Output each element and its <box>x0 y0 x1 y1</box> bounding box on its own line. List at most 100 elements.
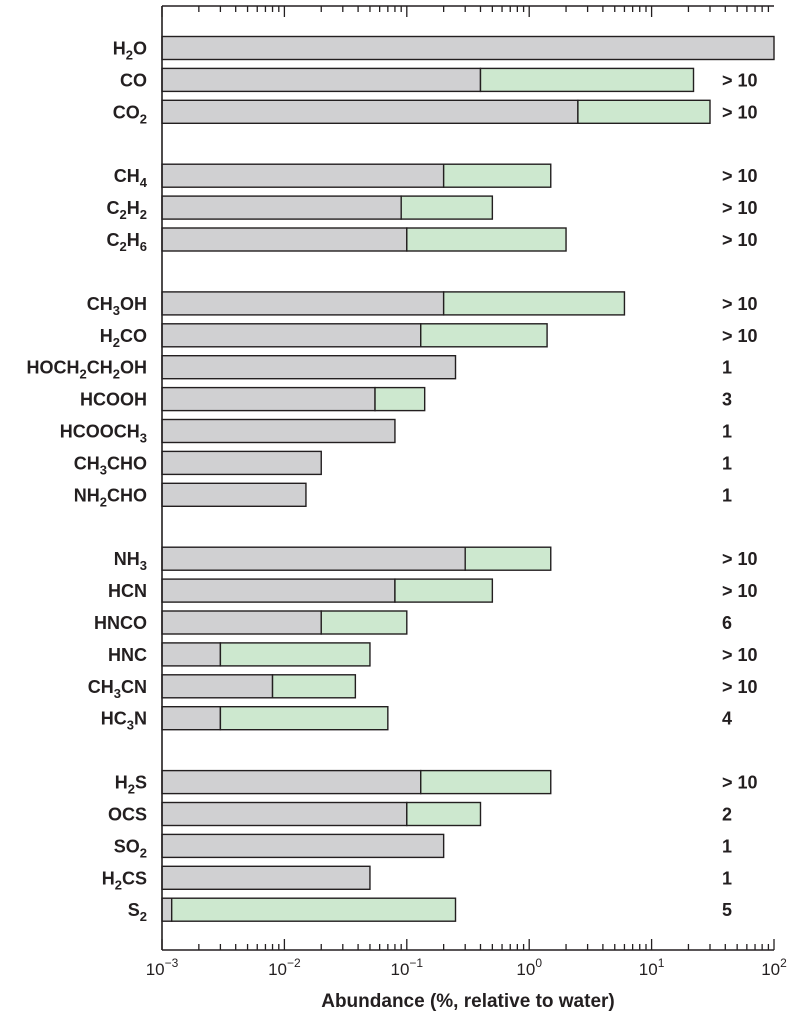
detection-count: > 10 <box>722 645 758 665</box>
min-abundance-bar <box>161 482 307 507</box>
detection-count: > 10 <box>722 198 758 218</box>
detection-count: > 10 <box>722 773 758 793</box>
detection-count: > 10 <box>722 581 758 601</box>
abundance-range-bar <box>219 642 371 667</box>
min-abundance-bar <box>161 450 322 476</box>
molecule-row <box>161 99 711 125</box>
min-abundance-bar <box>161 227 408 252</box>
molecule-row <box>161 291 626 316</box>
detection-count: > 10 <box>722 677 758 697</box>
abundance-range-bar <box>400 195 494 220</box>
molecule-label: HNCO <box>94 613 147 633</box>
min-abundance-bar <box>161 865 371 890</box>
molecule-label: HCOOH <box>80 390 147 410</box>
min-abundance-bar <box>161 195 402 220</box>
min-abundance-bar <box>161 801 408 827</box>
detection-count: 5 <box>722 900 732 920</box>
molecule-row <box>161 227 567 252</box>
molecule-row <box>161 418 396 444</box>
abundance-range-bar <box>442 163 552 188</box>
molecule-label: C2H6 <box>107 230 147 254</box>
x-tick-label: 101 <box>639 956 665 979</box>
min-abundance-bar <box>161 418 396 444</box>
molecule-label: OCS <box>108 805 147 825</box>
molecule-row <box>161 482 307 507</box>
min-abundance-bar <box>161 706 222 731</box>
detection-count: 2 <box>722 805 732 825</box>
molecule-label: H2CO <box>100 326 147 350</box>
molecule-row <box>161 35 775 61</box>
detection-count: > 10 <box>722 102 758 122</box>
detection-count: > 10 <box>722 294 758 314</box>
molecule-label: H2O <box>113 39 147 63</box>
molecule-row <box>161 355 457 380</box>
molecule-row <box>161 674 357 699</box>
detection-count: > 10 <box>722 326 758 346</box>
x-tick-label: 10−1 <box>390 956 423 979</box>
molecule-label: H2S <box>115 773 147 797</box>
detection-counts: > 10 > 10 > 10 > 10 > 10 > 10 > 10 1 3 1 1 1 > 10 > 1… <box>722 70 758 920</box>
molecule-row <box>161 450 322 476</box>
molecule-label: CO2 <box>113 102 147 126</box>
detection-count: > 10 <box>722 549 758 569</box>
x-tick-label: 10−3 <box>146 956 179 979</box>
molecule-label: HC3N <box>101 709 147 733</box>
min-abundance-bar <box>161 546 466 571</box>
molecule-row <box>161 610 408 635</box>
detection-count: > 10 <box>722 166 758 186</box>
molecule-label: HOCH2CH2OH <box>27 358 147 382</box>
min-abundance-bar <box>161 99 579 125</box>
molecule-label: HNC <box>108 645 147 665</box>
molecule-label: HCN <box>108 581 147 601</box>
abundance-range-bar <box>219 706 389 731</box>
plot-frame <box>161 5 774 951</box>
x-axis-label: Abundance (%, relative to water) <box>321 991 615 1012</box>
detection-count: 1 <box>722 358 732 378</box>
abundance-range-bar <box>320 610 408 635</box>
x-tick-label: 10−2 <box>268 956 301 979</box>
abundance-range-bar <box>442 291 626 316</box>
molecule-row <box>161 386 426 412</box>
molecule-label: NH3 <box>114 549 147 573</box>
detection-count: 3 <box>722 390 732 410</box>
molecule-row <box>161 546 552 571</box>
molecule-row <box>161 865 371 890</box>
min-abundance-bar <box>161 610 322 635</box>
molecule-label: CH4 <box>114 166 148 190</box>
abundance-range-bar <box>577 99 711 125</box>
molecule-label: HCOOCH3 <box>60 422 147 446</box>
abundance-range-bar <box>394 578 494 603</box>
molecule-label: CH3OH <box>87 294 147 318</box>
x-tick-label: 100 <box>516 956 542 979</box>
min-abundance-bar <box>161 291 445 316</box>
molecule-label: CH3CHO <box>74 453 147 477</box>
min-abundance-bar <box>161 67 482 93</box>
detection-count: 1 <box>722 485 732 505</box>
molecule-row <box>161 578 494 603</box>
min-abundance-bar <box>161 642 222 667</box>
molecule-row <box>161 801 482 827</box>
molecule-row <box>161 195 494 220</box>
abundance-range-bar <box>406 227 567 252</box>
bars-layer <box>161 35 775 922</box>
molecule-label: C2H2 <box>107 198 147 222</box>
min-abundance-bar <box>161 35 775 61</box>
abundance-range-bar <box>374 386 426 412</box>
min-abundance-bar <box>161 897 173 922</box>
abundance-range-bar <box>406 801 482 827</box>
min-abundance-bar <box>161 355 457 380</box>
abundance-range-bar <box>420 769 552 795</box>
detection-count: 6 <box>722 613 732 633</box>
molecule-row <box>161 163 552 188</box>
detection-count: 1 <box>722 453 732 473</box>
molecule-label: CH3CN <box>88 677 147 701</box>
abundance-range-bar <box>271 674 357 699</box>
molecule-row <box>161 769 552 795</box>
min-abundance-bar <box>161 323 422 348</box>
min-abundance-bar <box>161 163 445 188</box>
min-abundance-bar <box>161 674 274 699</box>
molecule-row <box>161 897 457 922</box>
molecule-row <box>161 706 389 731</box>
molecule-row <box>161 323 548 348</box>
